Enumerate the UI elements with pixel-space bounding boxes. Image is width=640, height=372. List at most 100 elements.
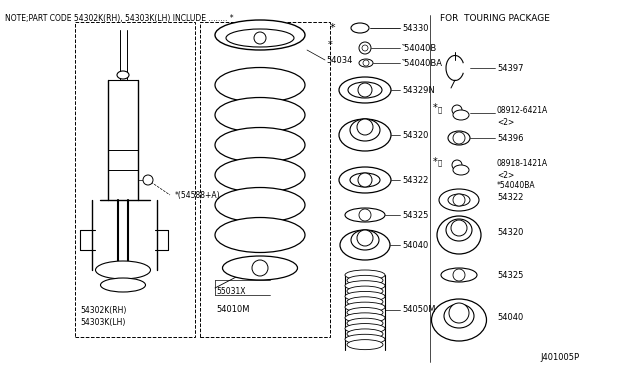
Text: 54040: 54040 xyxy=(402,241,428,250)
Text: 08912-6421A: 08912-6421A xyxy=(497,106,548,115)
Text: *(54588+A): *(54588+A) xyxy=(175,190,221,199)
Ellipse shape xyxy=(347,308,383,317)
Text: 54040: 54040 xyxy=(497,314,524,323)
Ellipse shape xyxy=(339,167,391,193)
Ellipse shape xyxy=(215,128,305,163)
Text: 54050M: 54050M xyxy=(402,305,435,314)
Text: *54040BA: *54040BA xyxy=(497,180,536,189)
Circle shape xyxy=(452,160,462,170)
Text: 54320: 54320 xyxy=(497,228,524,237)
Ellipse shape xyxy=(215,157,305,192)
Circle shape xyxy=(254,32,266,44)
Ellipse shape xyxy=(347,340,383,350)
Ellipse shape xyxy=(439,189,479,211)
Circle shape xyxy=(143,175,153,185)
Circle shape xyxy=(453,269,465,281)
Ellipse shape xyxy=(215,97,305,132)
Circle shape xyxy=(449,303,469,323)
Ellipse shape xyxy=(351,23,369,33)
Circle shape xyxy=(358,173,372,187)
Ellipse shape xyxy=(453,110,469,120)
Text: 54303K(LH): 54303K(LH) xyxy=(80,318,125,327)
Text: ‶54040BA: ‶54040BA xyxy=(402,58,443,67)
Ellipse shape xyxy=(345,208,385,222)
Ellipse shape xyxy=(351,230,379,250)
Bar xyxy=(200,22,330,337)
Text: 54325: 54325 xyxy=(497,270,524,279)
Text: ‶54040B: ‶54040B xyxy=(402,44,437,52)
Text: 54329N: 54329N xyxy=(402,86,435,94)
Text: *: * xyxy=(328,40,333,50)
Ellipse shape xyxy=(345,302,385,312)
Circle shape xyxy=(359,209,371,221)
Text: 54302K(RH): 54302K(RH) xyxy=(80,305,126,314)
Ellipse shape xyxy=(444,304,474,328)
Ellipse shape xyxy=(345,334,385,344)
Ellipse shape xyxy=(345,281,385,291)
Text: *: * xyxy=(330,23,335,33)
Ellipse shape xyxy=(223,256,298,280)
Ellipse shape xyxy=(441,268,477,282)
Circle shape xyxy=(362,45,368,51)
Ellipse shape xyxy=(350,173,380,187)
Ellipse shape xyxy=(215,20,305,50)
Ellipse shape xyxy=(345,291,385,301)
Text: 54034: 54034 xyxy=(326,55,353,64)
Ellipse shape xyxy=(345,270,385,280)
Ellipse shape xyxy=(347,318,383,328)
Ellipse shape xyxy=(95,261,150,279)
Circle shape xyxy=(451,220,467,236)
Circle shape xyxy=(359,42,371,54)
Ellipse shape xyxy=(453,165,469,175)
Ellipse shape xyxy=(345,313,385,323)
Text: FOR  TOURING PACKAGE: FOR TOURING PACKAGE xyxy=(440,13,550,22)
Circle shape xyxy=(357,119,373,135)
Text: *: * xyxy=(433,103,438,113)
Ellipse shape xyxy=(215,187,305,222)
Ellipse shape xyxy=(215,67,305,103)
Text: 54322: 54322 xyxy=(402,176,428,185)
Text: 54320: 54320 xyxy=(402,131,428,140)
Ellipse shape xyxy=(359,59,373,67)
Ellipse shape xyxy=(226,29,294,47)
Ellipse shape xyxy=(347,297,383,307)
Text: 55031X: 55031X xyxy=(216,286,246,295)
Ellipse shape xyxy=(431,299,486,341)
Ellipse shape xyxy=(215,218,305,253)
Text: 54325: 54325 xyxy=(402,211,428,219)
Ellipse shape xyxy=(117,71,129,79)
Ellipse shape xyxy=(339,119,391,151)
Ellipse shape xyxy=(347,329,383,339)
Circle shape xyxy=(252,260,268,276)
Text: NOTE;PART CODE 54302K(RH), 54303K(LH) INCLUDE ........ *: NOTE;PART CODE 54302K(RH), 54303K(LH) IN… xyxy=(5,13,234,22)
Ellipse shape xyxy=(448,131,470,145)
Text: 54010M: 54010M xyxy=(216,305,250,314)
Ellipse shape xyxy=(347,275,383,285)
Text: <2>: <2> xyxy=(497,170,515,180)
Ellipse shape xyxy=(448,194,470,206)
Text: 54396: 54396 xyxy=(497,134,524,142)
Text: <2>: <2> xyxy=(497,118,515,126)
Circle shape xyxy=(358,83,372,97)
Text: Ⓝ: Ⓝ xyxy=(438,107,442,113)
Circle shape xyxy=(363,60,369,66)
Text: 08918-1421A: 08918-1421A xyxy=(497,158,548,167)
Ellipse shape xyxy=(350,119,380,141)
Ellipse shape xyxy=(347,286,383,296)
Circle shape xyxy=(453,132,465,144)
Text: *: * xyxy=(433,157,438,167)
Ellipse shape xyxy=(345,324,385,334)
Text: 54330: 54330 xyxy=(402,23,429,32)
Bar xyxy=(75,22,195,337)
Text: Ⓝ: Ⓝ xyxy=(438,160,442,166)
Ellipse shape xyxy=(339,77,391,103)
Circle shape xyxy=(452,105,462,115)
Ellipse shape xyxy=(100,278,145,292)
Ellipse shape xyxy=(437,216,481,254)
Ellipse shape xyxy=(348,82,382,98)
Circle shape xyxy=(357,230,373,246)
Text: J401005P: J401005P xyxy=(540,353,579,362)
Text: 54397: 54397 xyxy=(497,64,524,73)
Circle shape xyxy=(453,194,465,206)
Ellipse shape xyxy=(446,219,472,241)
